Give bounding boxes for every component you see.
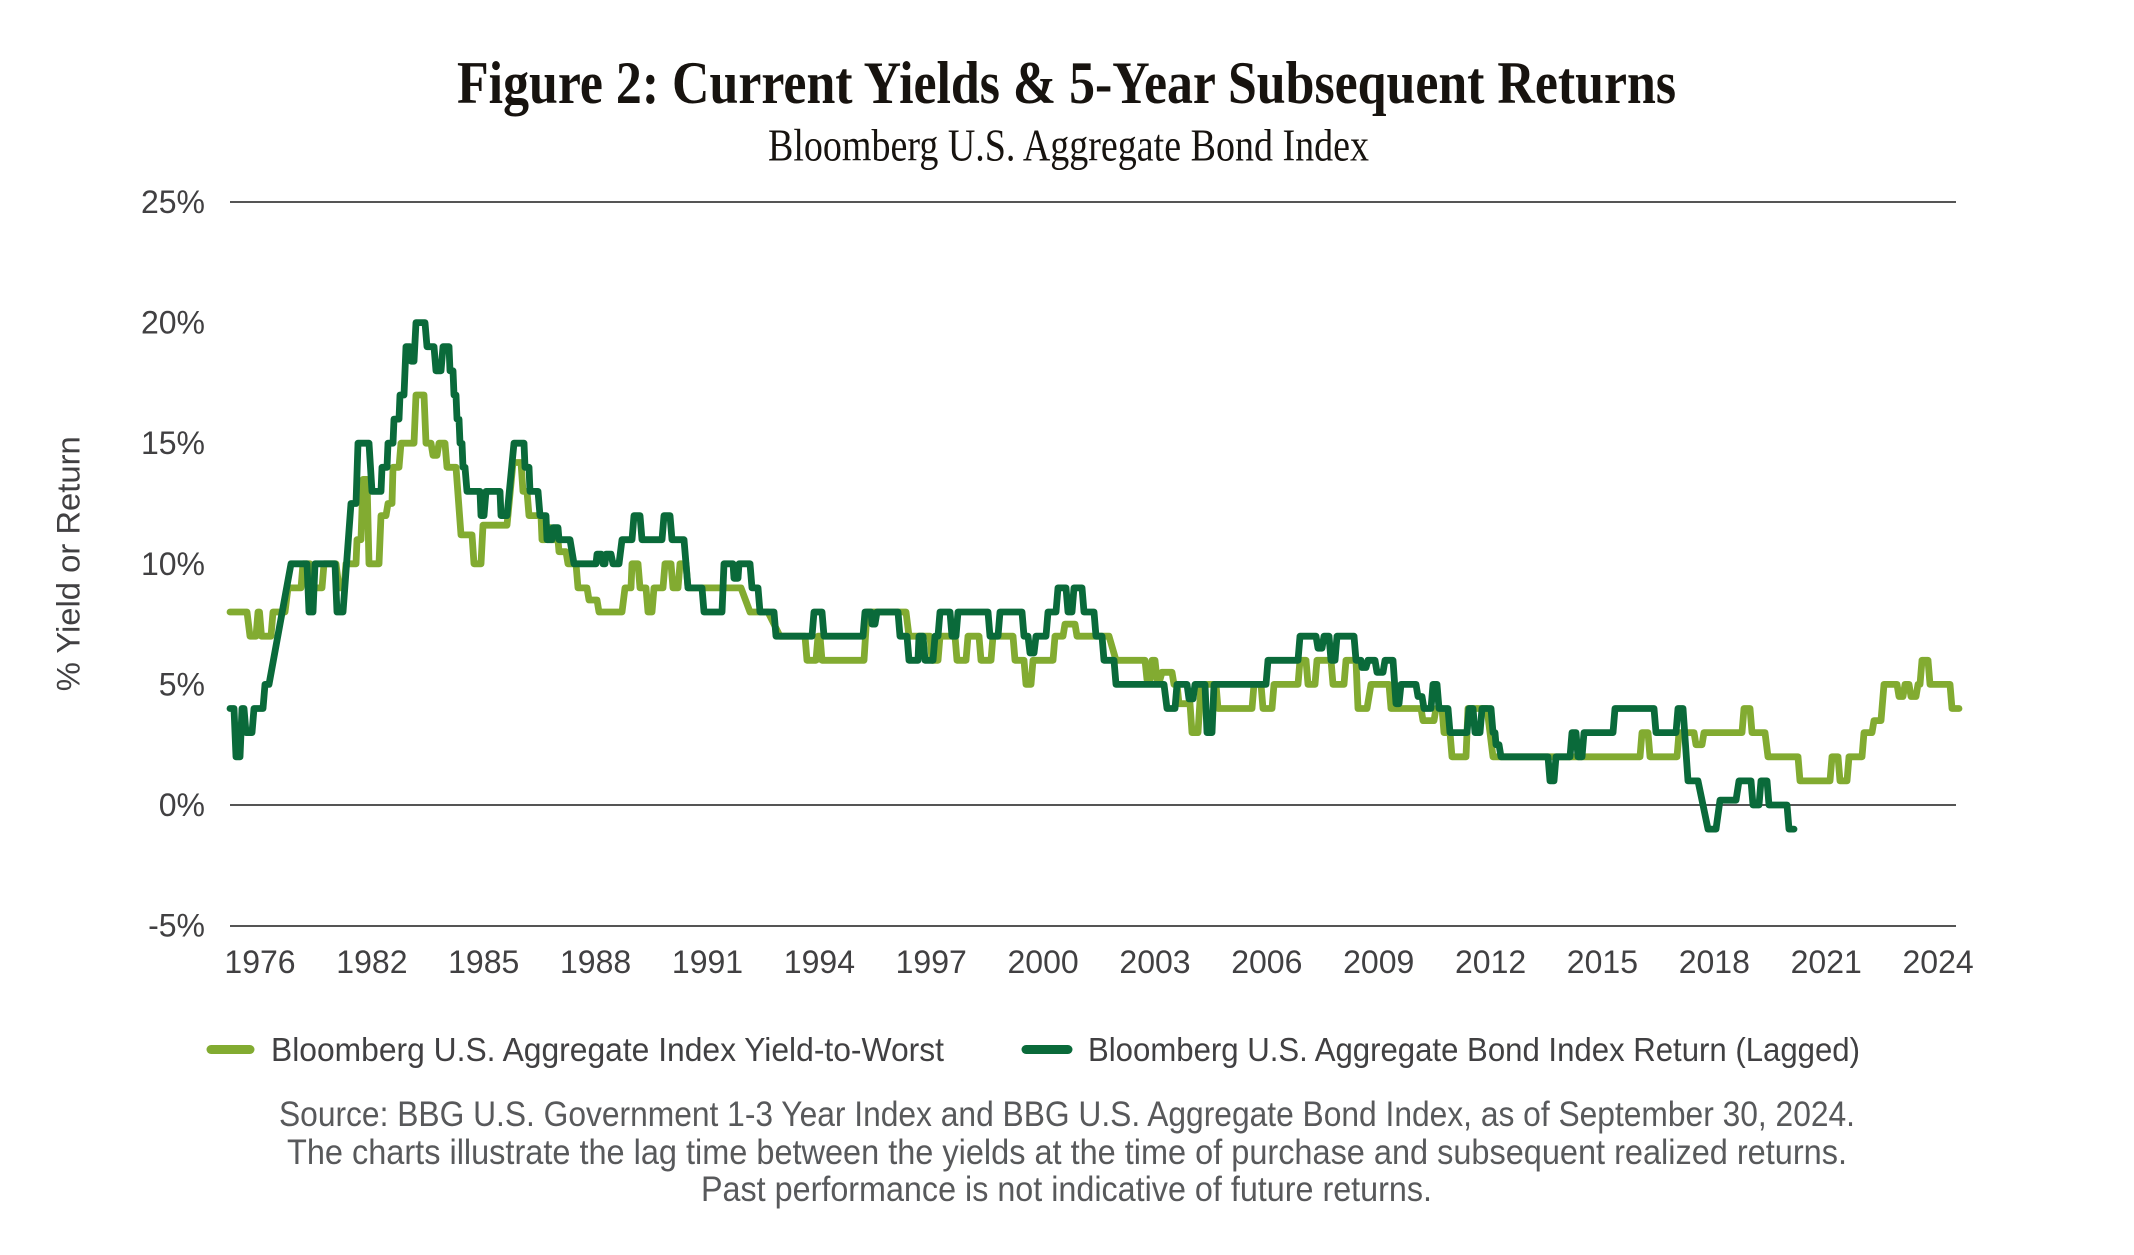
svg-text:2024: 2024: [1903, 944, 1974, 980]
svg-text:2006: 2006: [1231, 944, 1302, 980]
svg-text:25%: 25%: [141, 184, 205, 220]
svg-text:2021: 2021: [1791, 944, 1862, 980]
svg-text:1997: 1997: [896, 944, 967, 980]
svg-text:Figure 2: Current Yields & 5-Y: Figure 2: Current Yields & 5-Year Subseq…: [457, 50, 1676, 116]
svg-text:Bloomberg U.S. Aggregate Index: Bloomberg U.S. Aggregate Index Yield-to-…: [271, 1032, 945, 1069]
svg-text:15%: 15%: [141, 425, 205, 461]
svg-text:1991: 1991: [672, 944, 743, 980]
svg-text:2009: 2009: [1343, 944, 1414, 980]
svg-text:% Yield or Return: % Yield or Return: [51, 436, 87, 691]
svg-text:2012: 2012: [1455, 944, 1526, 980]
svg-text:1988: 1988: [560, 944, 631, 980]
svg-text:1982: 1982: [336, 944, 407, 980]
svg-text:Source: BBG U.S. Government 1-: Source: BBG U.S. Government 1-3 Year Ind…: [279, 1095, 1855, 1134]
svg-text:10%: 10%: [141, 546, 205, 582]
svg-text:2000: 2000: [1008, 944, 1079, 980]
svg-text:-5%: -5%: [148, 908, 205, 944]
svg-text:2015: 2015: [1567, 944, 1638, 980]
svg-text:2003: 2003: [1119, 944, 1190, 980]
svg-text:1976: 1976: [224, 944, 295, 980]
svg-text:0%: 0%: [159, 787, 205, 823]
svg-text:Bloomberg U.S. Aggregate Bond: Bloomberg U.S. Aggregate Bond Index: [768, 121, 1369, 171]
svg-text:Past performance is not indica: Past performance is not indicative of fu…: [701, 1170, 1432, 1209]
svg-text:5%: 5%: [159, 666, 205, 702]
svg-text:1985: 1985: [448, 944, 519, 980]
svg-text:2018: 2018: [1679, 944, 1750, 980]
svg-text:The charts illustrate the lag: The charts illustrate the lag time betwe…: [287, 1133, 1847, 1172]
svg-text:Bloomberg U.S. Aggregate Bond: Bloomberg U.S. Aggregate Bond Index Retu…: [1088, 1032, 1860, 1069]
svg-text:1994: 1994: [784, 944, 855, 980]
svg-text:20%: 20%: [141, 305, 205, 341]
